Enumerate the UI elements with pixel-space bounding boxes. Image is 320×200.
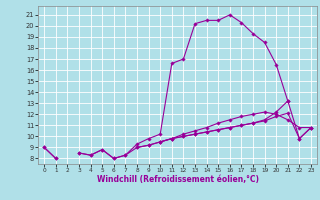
X-axis label: Windchill (Refroidissement éolien,°C): Windchill (Refroidissement éolien,°C) xyxy=(97,175,259,184)
